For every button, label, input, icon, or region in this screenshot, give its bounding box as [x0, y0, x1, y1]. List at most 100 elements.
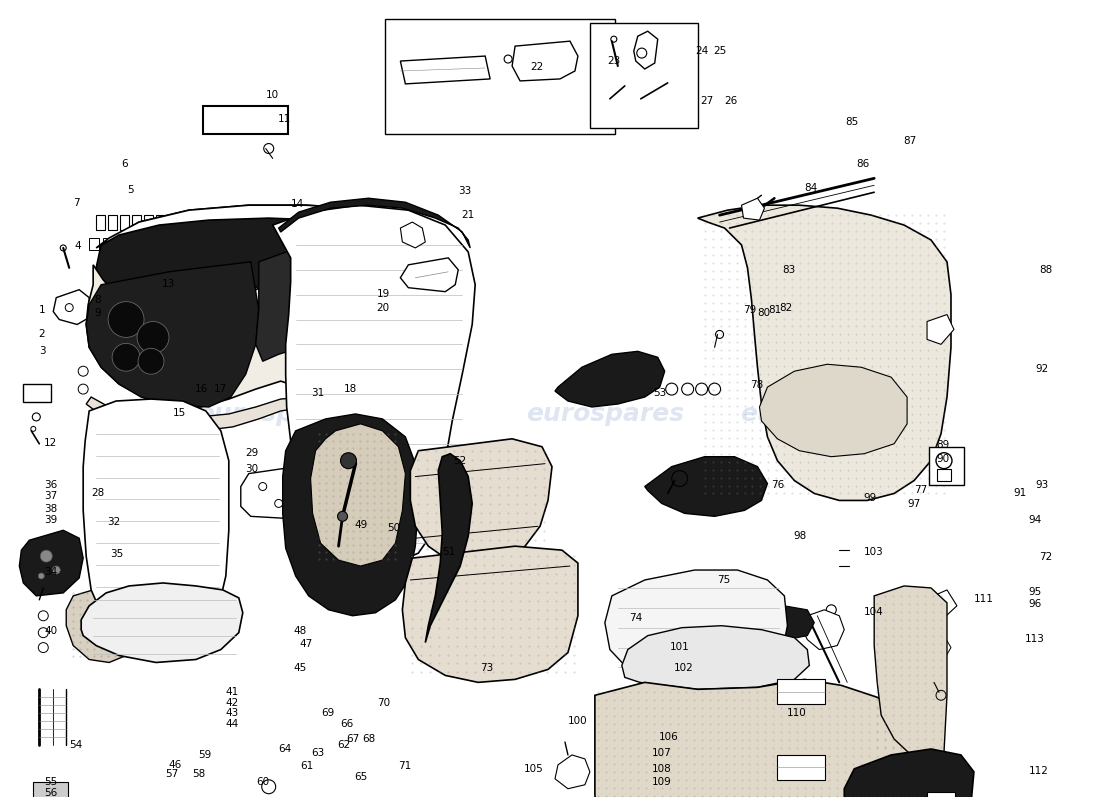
- Text: 105: 105: [524, 764, 543, 774]
- Text: 113: 113: [1025, 634, 1045, 644]
- Text: 51: 51: [442, 546, 455, 557]
- Text: 73: 73: [480, 663, 493, 673]
- Bar: [144, 215, 153, 230]
- Text: 85: 85: [845, 118, 858, 127]
- Text: 36: 36: [44, 480, 57, 490]
- Text: 17: 17: [214, 385, 228, 394]
- Text: 13: 13: [162, 278, 175, 289]
- Text: 49: 49: [354, 520, 367, 530]
- Bar: [590, 23, 697, 128]
- Text: 66: 66: [340, 718, 353, 729]
- Text: 81: 81: [768, 305, 782, 315]
- Text: 57: 57: [165, 770, 178, 779]
- Text: eurospares: eurospares: [740, 402, 899, 426]
- Text: 19: 19: [376, 289, 389, 299]
- Text: 111: 111: [974, 594, 993, 605]
- Text: 6: 6: [121, 159, 128, 170]
- Text: 15: 15: [173, 408, 186, 418]
- Text: 1: 1: [39, 305, 45, 315]
- Text: 99: 99: [864, 494, 877, 503]
- Polygon shape: [20, 530, 84, 596]
- Text: 34: 34: [44, 567, 57, 578]
- Text: 4: 4: [75, 242, 81, 251]
- Text: 100: 100: [568, 716, 587, 726]
- Text: 59: 59: [198, 750, 211, 760]
- Text: 65: 65: [354, 772, 367, 782]
- Text: 104: 104: [864, 607, 883, 617]
- Polygon shape: [170, 474, 189, 494]
- Text: 64: 64: [278, 744, 292, 754]
- Text: 108: 108: [652, 764, 672, 774]
- Polygon shape: [400, 258, 459, 292]
- Text: 79: 79: [744, 305, 757, 315]
- Polygon shape: [930, 590, 957, 618]
- Polygon shape: [845, 749, 974, 800]
- Text: 97: 97: [908, 499, 921, 509]
- Text: 93: 93: [1035, 480, 1048, 490]
- Text: 86: 86: [856, 159, 869, 170]
- Bar: [202, 106, 288, 134]
- Text: 3: 3: [39, 346, 45, 356]
- Polygon shape: [86, 262, 258, 407]
- Text: 24: 24: [695, 46, 708, 56]
- Text: 69: 69: [321, 708, 336, 718]
- Polygon shape: [400, 222, 426, 248]
- Polygon shape: [53, 290, 89, 325]
- Text: 11: 11: [278, 114, 292, 124]
- Text: 14: 14: [292, 199, 305, 209]
- Text: 44: 44: [226, 718, 239, 729]
- Polygon shape: [403, 546, 578, 682]
- Bar: [103, 238, 113, 250]
- Bar: [23, 384, 52, 402]
- Bar: [160, 238, 169, 250]
- Text: 10: 10: [266, 90, 279, 100]
- Polygon shape: [96, 205, 455, 318]
- Circle shape: [108, 302, 144, 338]
- Polygon shape: [927, 314, 954, 344]
- Text: 30: 30: [245, 464, 258, 474]
- Bar: [33, 782, 68, 800]
- Bar: [145, 238, 155, 250]
- Text: 72: 72: [1040, 551, 1053, 562]
- Polygon shape: [81, 583, 243, 662]
- Polygon shape: [273, 205, 475, 563]
- Bar: [937, 469, 952, 481]
- Text: 95: 95: [1028, 586, 1042, 597]
- Polygon shape: [741, 198, 764, 220]
- Text: 45: 45: [294, 663, 307, 673]
- Text: 90: 90: [936, 454, 949, 464]
- Text: 68: 68: [362, 734, 375, 745]
- Text: 37: 37: [44, 491, 57, 501]
- Polygon shape: [117, 483, 201, 560]
- Polygon shape: [513, 41, 578, 81]
- Circle shape: [138, 348, 164, 374]
- Text: 112: 112: [1028, 766, 1048, 776]
- Text: 67: 67: [345, 734, 359, 745]
- Circle shape: [53, 566, 60, 574]
- Text: 2: 2: [39, 329, 45, 339]
- Text: 55: 55: [44, 778, 57, 787]
- Text: 109: 109: [652, 778, 672, 787]
- Text: 107: 107: [652, 748, 672, 758]
- Text: eurospares: eurospares: [197, 402, 355, 426]
- Circle shape: [138, 322, 169, 354]
- Text: 18: 18: [343, 385, 356, 394]
- Text: 40: 40: [44, 626, 57, 636]
- Text: 12: 12: [44, 438, 57, 448]
- Text: 70: 70: [376, 698, 389, 708]
- Text: 47: 47: [300, 639, 313, 649]
- Text: 71: 71: [398, 762, 411, 771]
- Text: 22: 22: [530, 62, 543, 72]
- Polygon shape: [755, 606, 814, 640]
- Polygon shape: [86, 265, 442, 411]
- Text: 56: 56: [44, 788, 57, 798]
- Polygon shape: [927, 636, 952, 659]
- Text: 7: 7: [73, 198, 79, 208]
- Polygon shape: [255, 242, 418, 362]
- Polygon shape: [621, 626, 810, 690]
- Text: 96: 96: [1028, 599, 1042, 610]
- Text: 110: 110: [786, 708, 806, 718]
- Text: 38: 38: [44, 504, 57, 514]
- Bar: [930, 446, 964, 485]
- Text: 25: 25: [714, 46, 727, 56]
